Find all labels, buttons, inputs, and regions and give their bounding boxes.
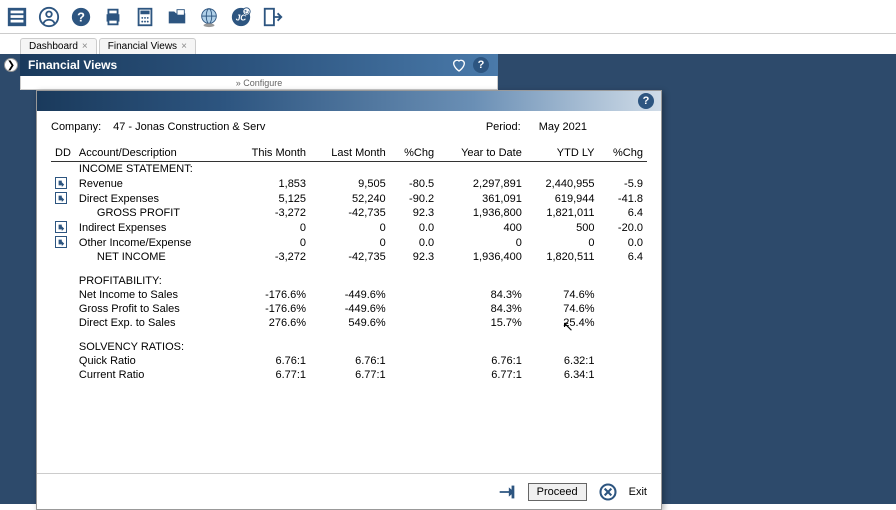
configure-strip[interactable]: » Configure: [20, 76, 498, 90]
modal-body: Company: 47 - Jonas Construction & Serv …: [37, 111, 661, 473]
main-toolbar: ? JC↻: [0, 0, 896, 34]
folder-icon[interactable]: [164, 4, 190, 30]
tab-dashboard[interactable]: Dashboard ×: [20, 38, 97, 54]
cancel-icon[interactable]: [597, 481, 619, 503]
help-icon[interactable]: ?: [68, 4, 94, 30]
tab-strip: Dashboard × Financial Views ×: [0, 34, 896, 54]
modal-titlebar: ?: [37, 91, 661, 111]
table-row: Direct Expenses5,12552,240-90.2361,09161…: [51, 191, 647, 206]
table-row: Direct Exp. to Sales276.6%549.6%15.7%25.…: [51, 316, 647, 330]
tab-label: Financial Views: [108, 41, 177, 52]
col-account: Account/Description: [75, 145, 231, 162]
proceed-arrow-icon[interactable]: [496, 481, 518, 503]
table-row: GROSS PROFIT-3,272-42,73592.31,936,8001,…: [51, 206, 647, 220]
proceed-button[interactable]: Proceed: [528, 483, 587, 501]
close-icon[interactable]: ×: [181, 41, 187, 52]
svg-text:↻: ↻: [244, 9, 249, 16]
calculator-icon[interactable]: [132, 4, 158, 30]
col-this-month: This Month: [230, 145, 310, 162]
period-label: Period:: [486, 121, 521, 133]
col-ytd-ly: YTD LY: [526, 145, 599, 162]
help-icon[interactable]: ?: [637, 92, 655, 110]
col-pct-chg2: %Chg: [598, 145, 647, 162]
close-icon[interactable]: ×: [82, 41, 88, 52]
table-row: Other Income/Expense000.0000.0: [51, 235, 647, 250]
col-pct-chg: %Chg: [390, 145, 438, 162]
info-row: Company: 47 - Jonas Construction & Serv …: [51, 121, 647, 133]
col-dd: DD: [51, 145, 75, 162]
table-row: Revenue1,8539,505-80.52,297,8912,440,955…: [51, 176, 647, 191]
table-row: Current Ratio6.77:16.77:16.77:16.34:1: [51, 368, 647, 382]
table-row: NET INCOME-3,272-42,73592.31,936,4001,82…: [51, 250, 647, 264]
section-profitability: PROFITABILITY:: [75, 274, 231, 288]
company-label: Company:: [51, 121, 101, 133]
section-income: INCOME STATEMENT:: [75, 162, 231, 177]
tab-financial-views[interactable]: Financial Views ×: [99, 38, 196, 54]
col-ytd: Year to Date: [438, 145, 526, 162]
col-last-month: Last Month: [310, 145, 390, 162]
section-solvency: SOLVENCY RATIOS:: [75, 340, 231, 354]
exit-icon[interactable]: [260, 4, 286, 30]
expand-icon[interactable]: ❯: [4, 58, 18, 72]
table-row: Net Income to Sales-176.6%-449.6%84.3%74…: [51, 288, 647, 302]
app-icon[interactable]: [4, 4, 30, 30]
drilldown-icon[interactable]: [55, 221, 67, 233]
panel-header: Financial Views ?: [20, 54, 498, 76]
drilldown-icon[interactable]: [55, 177, 67, 189]
report-modal: ? Company: 47 - Jonas Construction & Ser…: [36, 90, 662, 510]
globe-icon[interactable]: [196, 4, 222, 30]
exit-button[interactable]: Exit: [629, 486, 647, 498]
table-row: Indirect Expenses000.0400500-20.0: [51, 220, 647, 235]
panel-title: Financial Views: [28, 58, 117, 72]
period-value: May 2021: [539, 121, 587, 133]
company-value: 47 - Jonas Construction & Serv: [113, 121, 265, 133]
jc-icon[interactable]: JC↻: [228, 4, 254, 30]
favorite-icon[interactable]: [450, 56, 468, 74]
table-row: Quick Ratio6.76:16.76:16.76:16.32:1: [51, 354, 647, 368]
main-area: Financial Views ? » Configure ? Company:…: [0, 54, 896, 504]
print-icon[interactable]: [100, 4, 126, 30]
financial-table: DD Account/Description This Month Last M…: [51, 145, 647, 382]
drilldown-icon[interactable]: [55, 192, 67, 204]
help-icon[interactable]: ?: [472, 56, 490, 74]
table-row: Gross Profit to Sales-176.6%-449.6%84.3%…: [51, 302, 647, 316]
user-icon[interactable]: [36, 4, 62, 30]
drilldown-icon[interactable]: [55, 236, 67, 248]
svg-text:?: ?: [77, 9, 85, 24]
tab-label: Dashboard: [29, 41, 78, 52]
